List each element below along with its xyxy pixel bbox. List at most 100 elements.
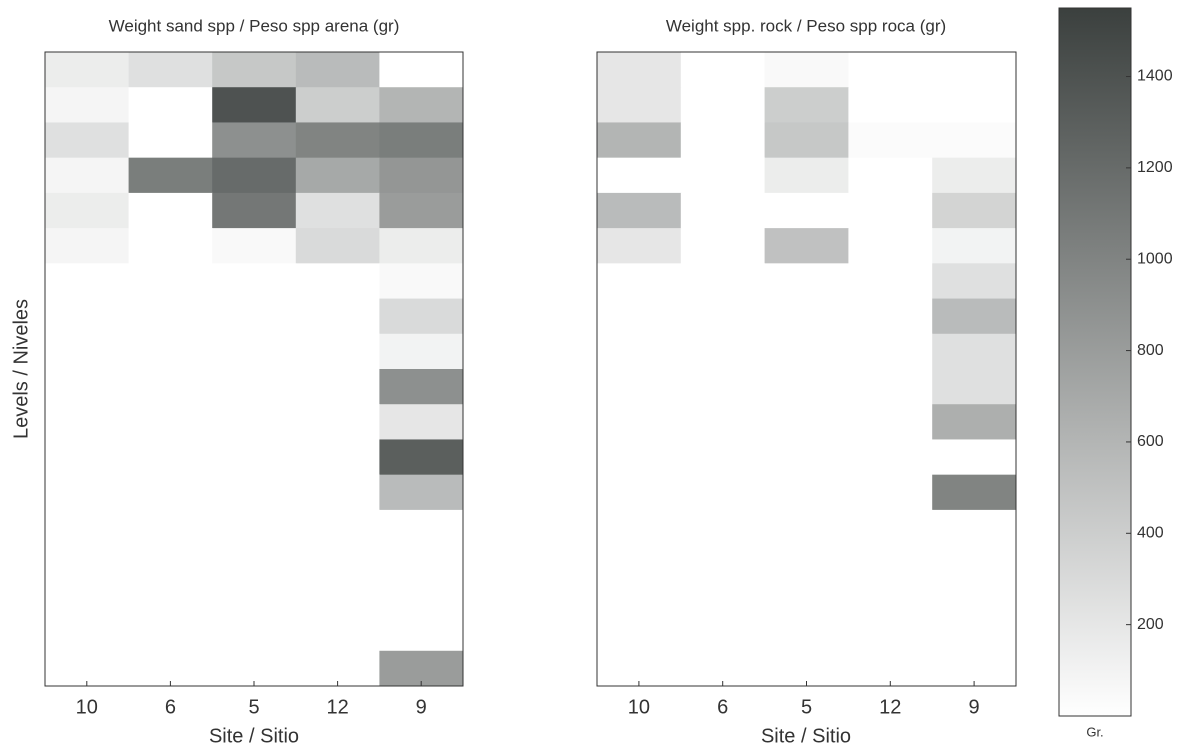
heat-cell xyxy=(379,122,464,159)
heat-cell xyxy=(597,228,682,264)
colorbar xyxy=(1058,7,1132,717)
heat-cell xyxy=(128,615,213,652)
heat-cell xyxy=(848,439,933,476)
heat-cell xyxy=(764,509,849,546)
heat-cell xyxy=(932,122,1017,159)
heat-cell xyxy=(212,650,297,687)
heat-cell xyxy=(932,369,1017,405)
heat-cell xyxy=(680,333,766,370)
heat-cell xyxy=(680,404,766,440)
heat-cell xyxy=(379,87,464,123)
ylabel: Levels / Niveles xyxy=(10,299,32,439)
heat-cell xyxy=(295,404,380,440)
heat-cell xyxy=(45,404,130,440)
heat-cell xyxy=(680,52,766,88)
heat-cell xyxy=(212,509,297,546)
heat-cell xyxy=(848,192,933,229)
heat-cell xyxy=(128,580,213,617)
heat-cell xyxy=(128,509,213,546)
heat-cell xyxy=(597,369,682,405)
heat-cell xyxy=(379,545,464,581)
heat-cell xyxy=(45,474,130,511)
heat-cell xyxy=(212,298,297,335)
heat-cell xyxy=(128,333,213,370)
heat-cell xyxy=(680,580,766,617)
heat-cell xyxy=(848,474,933,511)
heat-cell xyxy=(212,439,297,476)
heat-cell xyxy=(848,52,933,88)
heat-cell xyxy=(764,404,849,440)
heat-cell xyxy=(597,122,682,159)
heat-cell xyxy=(45,580,130,617)
heat-cell xyxy=(932,333,1017,370)
heat-cell xyxy=(932,404,1017,440)
heat-cell xyxy=(128,157,213,194)
heat-cell xyxy=(45,650,130,687)
heat-cell xyxy=(764,122,849,159)
heat-cell xyxy=(848,580,933,617)
heat-cell xyxy=(45,157,130,194)
heat-cell xyxy=(379,369,464,405)
heat-cell xyxy=(764,369,849,405)
heat-cell xyxy=(932,650,1017,687)
heat-cell xyxy=(379,263,464,300)
heat-cell xyxy=(128,298,213,335)
heat-cell xyxy=(295,157,380,194)
heat-cell xyxy=(597,474,682,511)
title-right: Weight spp. rock / Peso spp roca (gr) xyxy=(666,16,946,35)
heat-cell xyxy=(45,369,130,405)
heat-cell xyxy=(848,87,933,123)
heat-cell xyxy=(379,228,464,264)
heat-cell xyxy=(848,228,933,264)
heat-cell xyxy=(597,87,682,123)
heat-cell xyxy=(212,545,297,581)
colorbar-tick-label: 400 xyxy=(1137,525,1164,542)
heat-cell xyxy=(932,509,1017,546)
heat-cell xyxy=(45,263,130,300)
heat-cell xyxy=(45,298,130,335)
heat-cell xyxy=(128,87,213,123)
heat-cell xyxy=(128,52,213,88)
heat-cell xyxy=(212,404,297,440)
heat-cell xyxy=(764,439,849,476)
heat-cell xyxy=(379,509,464,546)
heat-cell xyxy=(379,157,464,194)
heat-cell xyxy=(295,228,380,264)
heat-cell xyxy=(764,298,849,335)
heat-cell xyxy=(379,650,464,687)
heat-cell xyxy=(932,263,1017,300)
heat-cell xyxy=(212,263,297,300)
heat-cell xyxy=(128,650,213,687)
heat-cell xyxy=(295,298,380,335)
x-tick-label: 5 xyxy=(248,696,259,718)
heat-cell xyxy=(128,369,213,405)
heat-cell xyxy=(45,52,130,88)
heat-cell xyxy=(597,615,682,652)
x-tick-label: 5 xyxy=(801,696,812,718)
heat-cell xyxy=(764,615,849,652)
heat-cell xyxy=(212,580,297,617)
x-tick-label: 10 xyxy=(76,696,98,718)
heat-cell xyxy=(764,650,849,687)
heat-cell xyxy=(848,369,933,405)
heat-cell xyxy=(680,439,766,476)
heat-cell xyxy=(848,545,933,581)
heat-cell xyxy=(295,333,380,370)
heat-cell xyxy=(379,52,464,88)
heat-cell xyxy=(295,192,380,229)
heat-cell xyxy=(764,263,849,300)
heat-cell xyxy=(45,439,130,476)
heat-cell xyxy=(128,228,213,264)
heat-cell xyxy=(45,122,130,159)
heat-cell xyxy=(597,580,682,617)
heat-cell xyxy=(680,650,766,687)
heat-cell xyxy=(932,580,1017,617)
heat-cell xyxy=(212,192,297,229)
heat-cell xyxy=(932,298,1017,335)
heat-cell xyxy=(848,263,933,300)
x-tick-label: 6 xyxy=(717,696,728,718)
heat-cell xyxy=(848,157,933,194)
heat-cell xyxy=(212,87,297,123)
heat-cell xyxy=(932,228,1017,264)
